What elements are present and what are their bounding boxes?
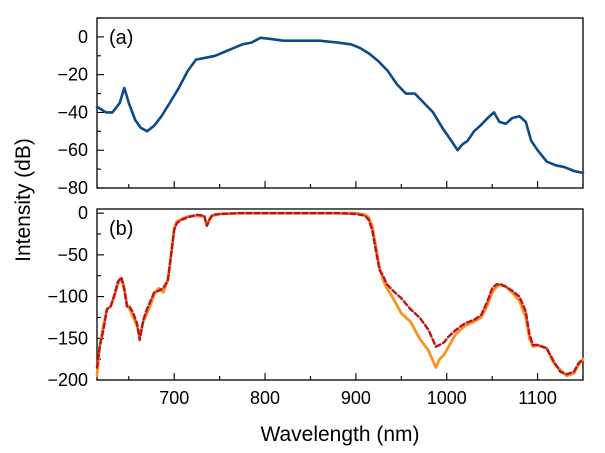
y-tick-label: −100	[47, 287, 88, 307]
y-tick-label: −200	[47, 370, 88, 390]
panel-a: 0 −20 −40 −60 −80 (a)	[57, 17, 585, 198]
panel-b: 0 −50 −100 −150 −200 700 800 900 1000 1100 (b)	[47, 203, 585, 408]
y-tick-label: −20	[57, 65, 88, 85]
x-tick-label: 1100	[518, 388, 557, 408]
series-line-b-dashed	[95, 211, 585, 376]
panel-a-y-ticks: 0 −20 −40 −60 −80	[57, 17, 104, 198]
x-axis-label: Wavelength (nm)	[260, 423, 419, 446]
x-tick-label: 900	[341, 388, 371, 408]
panel-b-series	[95, 211, 585, 378]
x-tick-label: 700	[159, 388, 189, 408]
y-axis-label: Intensity (dB)	[12, 138, 35, 262]
panel-b-x-ticks: 700 800 900 1000 1100	[128, 373, 584, 408]
panel-b-frame	[96, 208, 584, 381]
panel-a-label: (a)	[109, 27, 133, 49]
y-tick-label: −50	[57, 245, 88, 265]
panel-b-y-ticks: 0 −50 −100 −150 −200	[47, 203, 104, 390]
y-tick-label: 0	[78, 27, 88, 47]
panel-a-frame	[96, 17, 584, 189]
panel-b-label: (b)	[109, 218, 133, 240]
y-tick-label: −40	[57, 102, 88, 122]
series-line-b-solid	[95, 211, 585, 378]
x-tick-label: 800	[250, 388, 280, 408]
y-tick-label: −150	[47, 328, 88, 348]
panel-a-series	[95, 36, 585, 175]
panel-a-x-ticks	[128, 181, 584, 188]
x-tick-label: 1000	[427, 388, 467, 408]
y-tick-label: 0	[78, 203, 88, 223]
series-line-a-spectrum	[95, 36, 585, 175]
y-tick-label: −60	[57, 140, 88, 160]
y-tick-label: −80	[57, 178, 88, 198]
